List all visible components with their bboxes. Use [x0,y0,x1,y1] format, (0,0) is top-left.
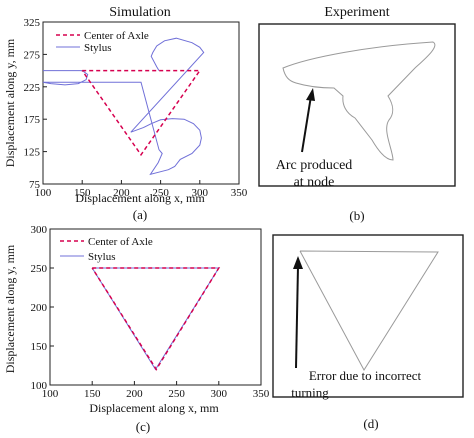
arrowhead-b [306,88,315,101]
y-tick-label-c-4: 300 [31,224,48,236]
y-axis-label-a: Displacement along y, mm [3,38,17,167]
tick-labels-c: 100 150 200 250 300 350 100 150 200 250 300 [31,224,270,400]
y-tick-label-a-5: 325 [24,17,41,29]
x-tick-label-a-5: 350 [231,187,248,199]
chart-c: 100 150 200 250 300 350 100 150 200 250 300 Displa… [3,224,270,415]
heading-simulation: Simulation [109,5,170,20]
legend-box-a [52,29,144,52]
y-tick-label-c-3: 250 [31,263,48,275]
y-tick-label-a-4: 275 [24,49,41,61]
legend-a: Center of Axle Stylus [52,29,149,54]
series-lines-a [42,37,205,176]
tick-labels-a: 100 150 200 250 300 350 75 125 175 225 275 325 [24,17,248,199]
panel-label-c: (c) [136,419,150,434]
legend-box-c [56,234,152,264]
experiment-panel-b: Arc produced at node [258,23,456,190]
x-tick-label-c-1: 150 [84,388,101,400]
panel-label-d: (d) [363,416,378,431]
x-tick-label-c-3: 250 [168,388,185,400]
x-tick-label-c-4: 300 [211,388,228,400]
traced-path-d [299,250,439,371]
pointer-arrow-d [295,265,299,369]
experiment-panel-d: Error due to incorrect turning [272,234,464,400]
photo-frame-b [258,23,456,187]
y-tick-label-a-1: 125 [24,147,41,159]
series-line-stylus-a [42,37,205,176]
heading-experiment: Experiment [324,5,389,20]
legend-label-stylus-a: Stylus [84,42,112,54]
x-tick-label-a-2: 200 [113,187,130,199]
panel-label-a: (a) [133,207,147,222]
y-axis-label-c: Displacement along y, mm [3,244,17,373]
annotation-d-line1: Error due to incorrect [309,368,422,383]
legend-label-axle-a: Center of Axle [84,30,149,42]
plot-area-a [42,21,240,185]
x-tick-label-c-2: 200 [126,388,143,400]
series-line-axle-c [91,267,221,371]
x-tick-label-c-5: 350 [253,388,270,400]
pointer-arrow-b [301,95,312,153]
y-tick-label-a-3: 225 [24,82,41,94]
series-line-stylus-c [91,267,220,371]
series-line-axle-a [81,69,202,157]
x-axis-label-c: Displacement along x, mm [89,401,219,415]
y-tick-label-c-0: 100 [31,380,48,392]
legend-label-stylus-c: Stylus [88,251,116,263]
legend-label-axle-c: Center of Axle [88,236,153,248]
x-axis-label-a: Displacement along x, mm [75,191,205,205]
y-tick-label-a-0: 75 [29,179,41,191]
x-tick-label-c-0: 100 [42,388,59,400]
y-tick-label-c-1: 150 [31,341,48,353]
x-tick-label-a-0: 100 [35,187,52,199]
traced-path-b [282,41,436,161]
x-tick-label-a-1: 150 [74,187,91,199]
x-tick-label-a-4: 300 [192,187,209,199]
series-lines-c [91,267,221,371]
x-tick-label-a-3: 250 [152,187,169,199]
chart-a: 100 150 200 250 300 350 75 125 175 225 275 325 Disp… [3,17,248,205]
y-tick-label-a-2: 175 [24,114,41,126]
annotation-d-line2: turning [291,385,329,400]
legend-c: Center of Axle Stylus [56,234,153,264]
panel-label-b: (b) [349,208,364,223]
y-tick-label-c-2: 200 [31,302,48,314]
annotation-b-line1: Arc produced [276,158,353,173]
arrowhead-d [293,256,303,269]
annotation-b-line2: at node [294,175,335,190]
